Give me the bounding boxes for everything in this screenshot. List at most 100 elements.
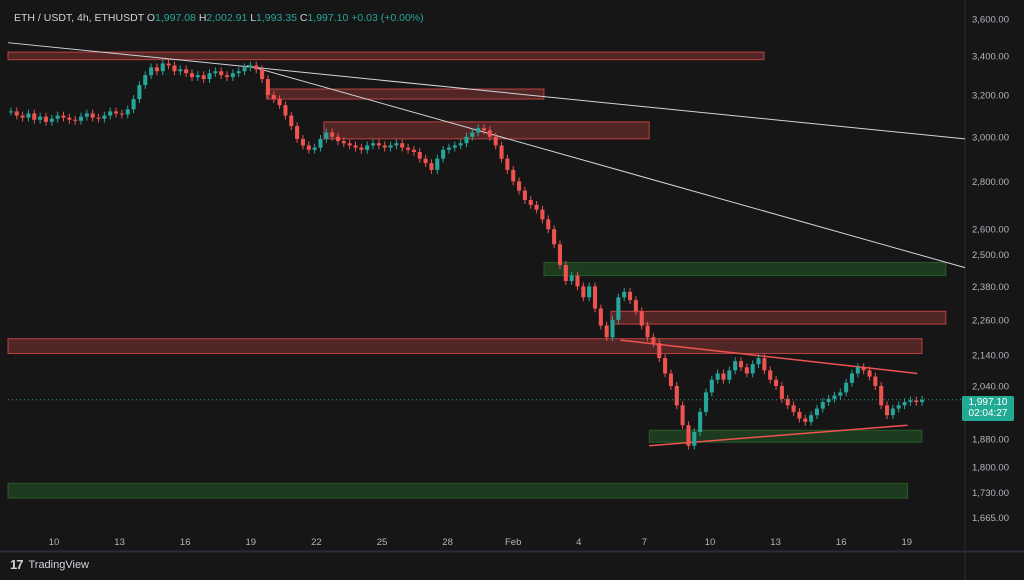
- candle-body: [779, 386, 784, 399]
- candle-body: [341, 141, 346, 144]
- candle-body: [756, 358, 761, 365]
- candle-body: [306, 145, 311, 150]
- candle-body: [668, 373, 673, 387]
- candle-body: [499, 145, 504, 159]
- candle-body: [67, 117, 72, 120]
- candle-body: [283, 105, 288, 116]
- candle-body: [528, 200, 533, 205]
- candle-body: [791, 405, 796, 412]
- candle-body: [785, 398, 790, 406]
- candle-body: [517, 181, 522, 191]
- resistance-zone: [323, 121, 650, 140]
- candle-body: [154, 67, 159, 72]
- candle-body: [464, 136, 469, 144]
- candle-body: [873, 376, 878, 387]
- brand[interactable]: 17 TradingView: [10, 557, 89, 572]
- candle-body: [657, 343, 662, 359]
- y-tick-label: 2,800.00: [972, 177, 1009, 188]
- candle-body: [143, 75, 148, 86]
- candle-body: [184, 69, 189, 74]
- candle-body: [312, 147, 317, 150]
- candle-body: [119, 113, 124, 115]
- candle-body: [411, 149, 416, 153]
- candle-body: [552, 229, 557, 245]
- candle-body: [201, 75, 206, 80]
- candle-body: [902, 402, 907, 406]
- current-price: 1,997.10: [968, 397, 1008, 408]
- candle-body: [663, 358, 668, 374]
- y-tick-label: 3,400.00: [972, 51, 1009, 62]
- candle-body: [744, 367, 749, 374]
- candle-body: [382, 145, 387, 148]
- candle-body: [861, 367, 866, 371]
- open-value: 1,997.08: [155, 12, 196, 24]
- x-tick-label: 10: [49, 537, 60, 548]
- candle-body: [318, 138, 323, 148]
- symbol-header: ETH / USDT, 4h, ETHUSDT O1,997.08 H2,002…: [14, 12, 424, 24]
- candle-body: [844, 382, 849, 393]
- candle-body: [698, 411, 703, 432]
- low-value: 1,993.35: [256, 12, 297, 24]
- candle-body: [43, 116, 49, 122]
- brand-name: TradingView: [28, 558, 90, 571]
- candle-body: [406, 147, 411, 150]
- candle-body: [733, 361, 738, 371]
- x-tick-label: 28: [442, 537, 453, 548]
- y-tick-label: 1,665.00: [972, 513, 1009, 524]
- candle-body: [715, 373, 720, 380]
- candle-body: [84, 113, 89, 117]
- y-tick-label: 2,140.00: [972, 351, 1009, 362]
- y-tick-label: 2,260.00: [972, 315, 1009, 326]
- y-tick-label: 2,600.00: [972, 225, 1009, 236]
- candle-body: [102, 115, 107, 119]
- candle-body: [14, 111, 19, 116]
- candle-body: [166, 63, 171, 66]
- candle-body: [20, 115, 25, 118]
- candle-body: [721, 373, 726, 380]
- triangle-upper-line: [620, 339, 918, 375]
- current-price-tag: 1,997.10 02:04:27: [962, 396, 1014, 421]
- low-label: L: [250, 12, 257, 24]
- candle-body: [622, 291, 627, 298]
- candle-body: [330, 132, 335, 137]
- candle-body: [61, 115, 66, 118]
- candle-body: [645, 325, 650, 338]
- candle-body: [616, 297, 621, 320]
- candle-body: [768, 370, 773, 380]
- candle-body: [207, 73, 212, 80]
- candle-body: [324, 132, 329, 139]
- candle-body: [149, 67, 154, 76]
- x-tick-label: 16: [180, 537, 191, 548]
- candle-body: [884, 405, 890, 416]
- candle-body: [131, 99, 136, 110]
- candle-body: [388, 145, 393, 148]
- candle-body: [511, 169, 516, 182]
- candle-body: [254, 65, 259, 70]
- candle-body: [335, 136, 341, 142]
- y-tick-label: 2,500.00: [972, 250, 1009, 261]
- candle-body: [108, 111, 113, 116]
- candle-body: [838, 392, 843, 396]
- candle-body: [890, 408, 895, 416]
- candle-body: [855, 367, 860, 374]
- candle-body: [137, 85, 142, 100]
- candle-body: [476, 128, 481, 133]
- candle-body: [703, 392, 709, 412]
- x-tick-label: 25: [377, 537, 388, 548]
- high-label: H: [198, 12, 207, 24]
- resistance-zone: [265, 88, 545, 100]
- candle-body: [920, 399, 925, 403]
- candle-body: [633, 300, 638, 312]
- candle-body: [750, 364, 755, 374]
- x-tick-label: Feb: [505, 537, 521, 548]
- y-tick-label: 2,380.00: [972, 282, 1009, 293]
- candle-body: [8, 111, 13, 113]
- candle-body: [867, 370, 872, 377]
- y-tick-label: 1,730.00: [972, 488, 1009, 499]
- trendline: [7, 42, 966, 140]
- candle-body: [347, 143, 352, 146]
- x-tick-label: 10: [705, 537, 716, 548]
- candle-body: [394, 143, 399, 146]
- candle-body: [371, 143, 376, 146]
